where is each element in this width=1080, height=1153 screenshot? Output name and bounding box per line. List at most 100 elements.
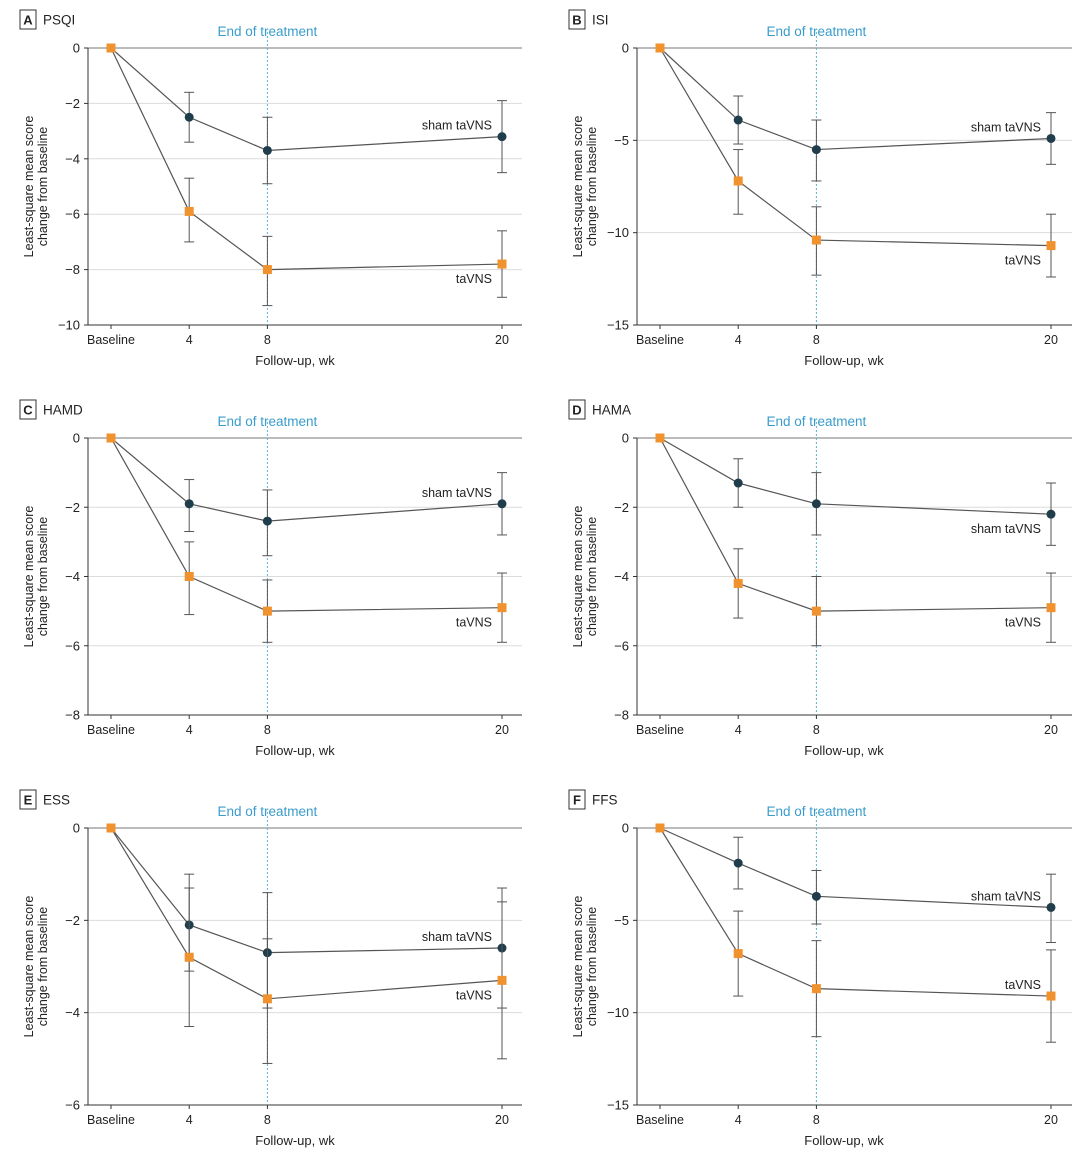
data-point <box>655 433 665 443</box>
y-axis-title: Least-square mean scorechange from basel… <box>22 116 50 258</box>
y-tick-label: −6 <box>65 638 80 653</box>
series-tavns: taVNS <box>106 43 507 307</box>
y-tick-label: −5 <box>614 913 629 928</box>
series-tavns: taVNS <box>106 433 507 643</box>
data-point <box>811 235 821 245</box>
panel-letter: A <box>23 13 33 28</box>
data-point <box>1046 509 1056 519</box>
y-tick-label: −15 <box>607 1098 629 1113</box>
end-of-treatment-label: End of treatment <box>766 414 866 429</box>
x-axis-title: Follow-up, wk <box>804 1133 884 1148</box>
y-axis-title-line: Least-square mean score <box>22 896 36 1038</box>
x-tick-label: Baseline <box>636 333 684 347</box>
panel-d: D HAMA 0 −2 −4 −6 −8 Baseline 4 8 20 Follow-up, wk L… <box>568 399 1072 758</box>
y-axis-title: Least-square mean scorechange from basel… <box>571 116 599 258</box>
series-tavns: taVNS <box>106 823 507 1064</box>
x-tick-label: 20 <box>1044 1113 1058 1127</box>
series-label: taVNS <box>1005 978 1041 992</box>
data-point <box>262 994 272 1004</box>
x-tick-label: 8 <box>264 1113 271 1127</box>
series-line <box>659 827 1052 997</box>
data-point <box>733 578 743 588</box>
x-tick-label: 8 <box>264 723 271 737</box>
y-tick-label: 0 <box>73 41 80 56</box>
data-point <box>811 499 821 509</box>
panel-letter-box <box>568 9 586 30</box>
panel-title: HAMD <box>43 403 83 418</box>
y-tick-label: 0 <box>622 431 629 446</box>
data-point <box>497 975 507 985</box>
series-line <box>659 437 1052 515</box>
y-tick-label: −4 <box>65 569 80 584</box>
y-tick-label: −4 <box>614 569 629 584</box>
panel-letter-box <box>19 399 37 420</box>
series-sham-tavns: sham taVNS <box>106 823 507 1009</box>
y-axis-title-line: change from baseline <box>585 517 599 637</box>
data-point <box>497 259 507 269</box>
panel-letter: C <box>23 403 33 418</box>
panel-title: ESS <box>43 793 70 808</box>
end-of-treatment-label: End of treatment <box>766 804 866 819</box>
data-point <box>106 433 116 443</box>
series-line <box>110 437 503 522</box>
series-line <box>659 437 1052 612</box>
x-tick-label: 20 <box>495 333 509 347</box>
data-point <box>262 606 272 616</box>
series-sham-tavns: sham taVNS <box>655 43 1056 182</box>
y-axis-title-line: change from baseline <box>36 127 50 247</box>
panel-letter: B <box>572 13 581 28</box>
panel-title: PSQI <box>43 13 75 28</box>
end-of-treatment-label: End of treatment <box>217 414 317 429</box>
data-point <box>811 984 821 994</box>
data-point <box>262 145 272 155</box>
end-of-treatment-label: End of treatment <box>766 24 866 39</box>
data-point <box>1046 603 1056 613</box>
data-point <box>1046 991 1056 1001</box>
y-tick-label: −2 <box>614 500 629 515</box>
series-tavns: taVNS <box>655 433 1056 647</box>
y-tick-label: −8 <box>614 708 629 723</box>
y-tick-label: 0 <box>622 41 629 56</box>
series-line <box>659 47 1052 247</box>
x-tick-label: 20 <box>1044 723 1058 737</box>
y-tick-label: −8 <box>65 262 80 277</box>
data-point <box>184 952 194 962</box>
panel-title: FFS <box>592 793 618 808</box>
x-tick-label: 20 <box>495 723 509 737</box>
x-tick-label: 8 <box>813 1113 820 1127</box>
panel-letter-box <box>568 399 586 420</box>
y-tick-label: −2 <box>65 500 80 515</box>
y-tick-label: 0 <box>73 431 80 446</box>
data-point <box>811 606 821 616</box>
data-point <box>262 516 272 526</box>
y-tick-label: −15 <box>607 318 629 333</box>
series-line <box>659 827 1052 909</box>
series-label: taVNS <box>1005 254 1041 268</box>
panel-letter: E <box>24 793 33 808</box>
y-axis-title-line: Least-square mean score <box>22 116 36 258</box>
data-point <box>811 145 821 155</box>
y-tick-label: −6 <box>614 638 629 653</box>
data-point <box>497 603 507 613</box>
panel-b: B ISI 0 −5 −10 −15 Baseline 4 8 20 Follow-up, wk Le… <box>568 9 1072 368</box>
x-tick-label: 20 <box>1044 333 1058 347</box>
x-axis-title: Follow-up, wk <box>255 743 335 758</box>
data-point <box>655 43 665 53</box>
y-axis-title: Least-square mean scorechange from basel… <box>22 506 50 648</box>
series-label: sham taVNS <box>422 930 492 944</box>
series-label: taVNS <box>456 988 492 1002</box>
y-tick-label: −4 <box>65 1005 80 1020</box>
x-axis-title: Follow-up, wk <box>804 743 884 758</box>
y-tick-label: −2 <box>65 96 80 111</box>
series-tavns: taVNS <box>655 43 1056 278</box>
y-axis-title: Least-square mean scorechange from basel… <box>571 506 599 648</box>
x-tick-label: Baseline <box>636 1113 684 1127</box>
y-axis-title-line: Least-square mean score <box>571 896 585 1038</box>
data-point <box>184 206 194 216</box>
data-point <box>106 43 116 53</box>
panel-letter: D <box>572 403 581 418</box>
data-point <box>1046 133 1056 143</box>
x-tick-label: Baseline <box>87 1113 135 1127</box>
data-point <box>497 499 507 509</box>
